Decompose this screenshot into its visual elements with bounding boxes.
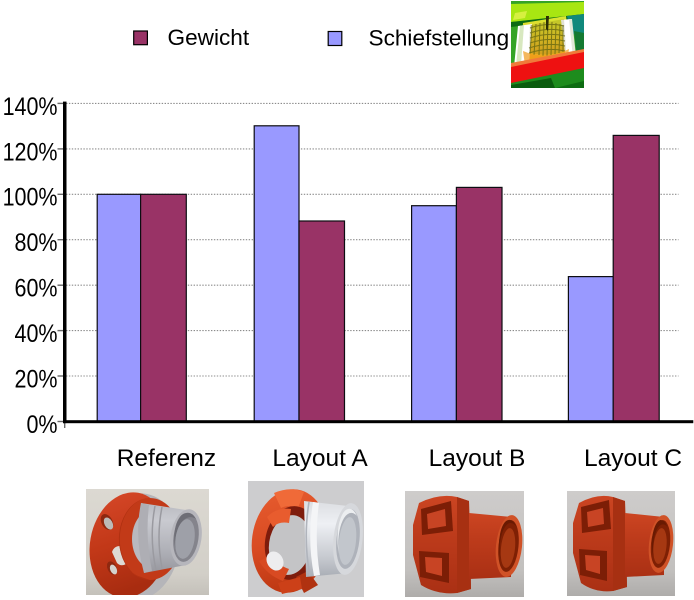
svg-text:Layout B: Layout B xyxy=(429,445,526,472)
svg-text:Gewicht: Gewicht xyxy=(168,25,250,50)
svg-text:Layout A: Layout A xyxy=(272,445,368,472)
svg-text:100%: 100% xyxy=(3,183,58,211)
svg-text:120%: 120% xyxy=(3,138,58,166)
svg-text:80%: 80% xyxy=(15,229,58,257)
svg-text:60%: 60% xyxy=(15,274,58,302)
svg-text:40%: 40% xyxy=(15,319,58,347)
svg-text:20%: 20% xyxy=(15,365,58,393)
svg-text:140%: 140% xyxy=(3,92,58,120)
svg-text:Referenz: Referenz xyxy=(117,445,216,472)
svg-text:0%: 0% xyxy=(26,410,57,438)
svg-text:Layout C: Layout C xyxy=(584,445,682,472)
svg-text:Schiefstellung: Schiefstellung xyxy=(369,26,510,51)
